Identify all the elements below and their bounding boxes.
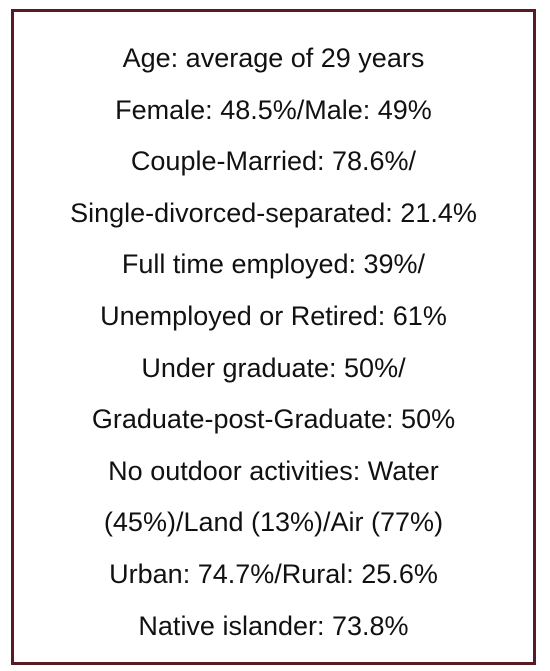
line-undergraduate: Under graduate: 50%/ — [141, 352, 406, 383]
line-age: Age: average of 29 years — [122, 43, 425, 73]
line-graduate: Graduate-post-Graduate: 50% — [91, 404, 456, 435]
demographics-list: Age: average of 29 years Female: 48.5%/M… — [14, 33, 533, 652]
line-urban-rural: Urban: 74.7%/Rural: 25.6% — [109, 558, 438, 589]
line-native-islander: Native islander: 73.8% — [138, 610, 409, 641]
line-single: Single-divorced-separated: 21.4% — [70, 197, 477, 228]
line-gender: Female: 48.5%/Male: 49% — [115, 94, 432, 125]
demographics-box: Age: average of 29 years Female: 48.5%/M… — [11, 9, 536, 665]
line-married: Couple-Married: 78.6%/ — [130, 146, 417, 177]
line-activity-breakdown: (45%)/Land (13%)/Air (77%) — [103, 507, 444, 538]
line-unemployed: Unemployed or Retired: 61% — [100, 300, 447, 331]
line-employed: Full time employed: 39%/ — [121, 249, 426, 280]
line-outdoor-activities: No outdoor activities: Water — [108, 455, 439, 486]
